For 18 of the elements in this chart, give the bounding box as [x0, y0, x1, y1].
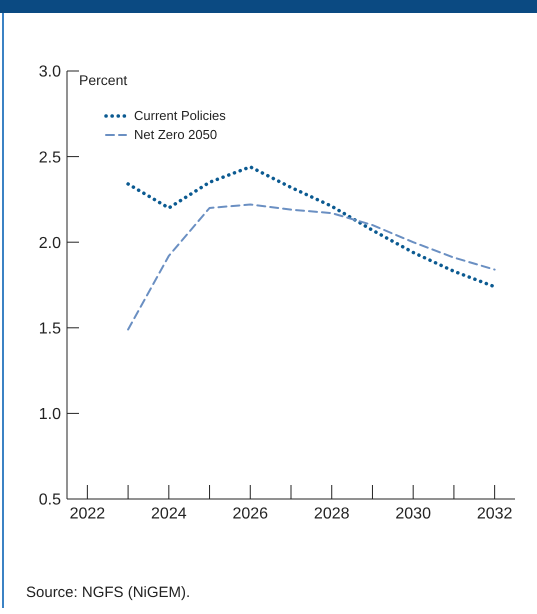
x-tick-label: 2026	[232, 505, 268, 522]
y-tick-label: 3.0	[38, 64, 62, 81]
line-series	[127, 204, 496, 331]
legend-label: Net Zero 2050	[134, 127, 218, 142]
y-tick-label: 2.5	[38, 149, 62, 166]
x-tick-label: 2028	[314, 505, 350, 522]
source-note: Source: NGFS (NiGEM).	[26, 584, 190, 601]
x-tick-label: 2030	[395, 505, 432, 522]
x-tick-label: 2024	[151, 505, 187, 522]
y-tick-label: 1.5	[38, 320, 62, 338]
x-tick-label: 2032	[476, 505, 513, 522]
y-tick-label: 1.0	[38, 406, 62, 424]
line-series	[126, 165, 496, 288]
x-tick-label: 2022	[70, 505, 106, 522]
y-tick-label: 2.0	[38, 234, 62, 252]
y-axis-title: Percent	[79, 72, 128, 88]
y-tick-label: 0.5	[38, 492, 62, 509]
legend-label: Current Policies	[134, 108, 226, 123]
